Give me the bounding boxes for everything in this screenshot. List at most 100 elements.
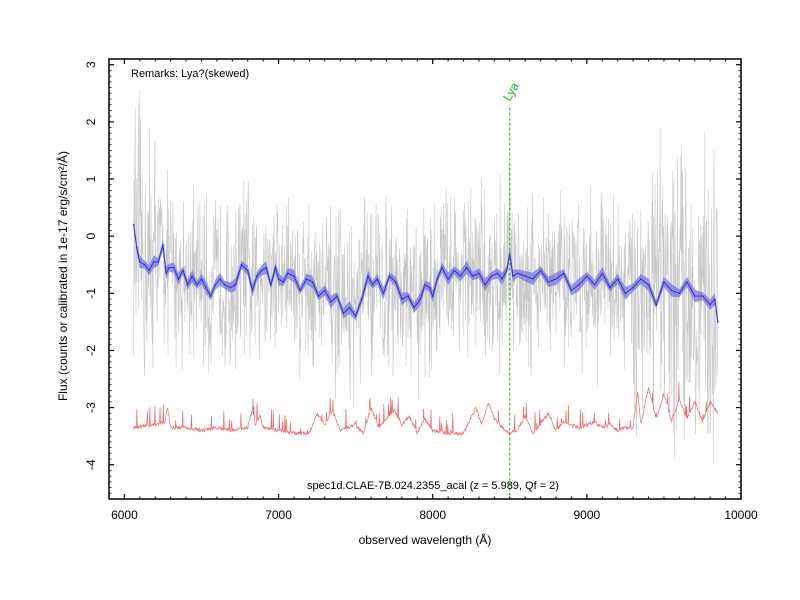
smoothed-flux-point [593, 283, 596, 286]
y-tick-label: -2 [84, 345, 98, 356]
y-axis-title: Flux (counts or calibrated in 1e-17 erg/… [55, 151, 70, 401]
smoothed-flux-point [172, 266, 175, 269]
smoothed-flux-point [601, 272, 604, 275]
raw-flux-series [133, 89, 719, 465]
smoothed-flux-point [186, 283, 189, 286]
smoothed-flux-point [336, 295, 338, 297]
smoothed-flux-point [182, 269, 184, 272]
y-tick-label: -1 [84, 288, 98, 299]
smoothed-flux-point [191, 275, 193, 277]
smoothed-flux-uncertainty [133, 220, 718, 326]
smoothed-flux-point [135, 246, 138, 249]
y-tick-label: 1 [84, 175, 98, 182]
x-tick-label: 10000 [724, 508, 758, 522]
smoothed-flux-point [287, 272, 289, 275]
smoothed-flux-series [132, 223, 719, 323]
smoothed-flux-point [431, 295, 434, 297]
smoothed-flux-point [640, 278, 642, 280]
smoothed-flux-point [209, 295, 212, 297]
smoothed-flux-point [717, 321, 719, 323]
smoothed-flux-point [230, 286, 232, 289]
smoothed-flux-point [447, 278, 449, 280]
smoothed-flux-point [616, 278, 619, 280]
smoothed-flux-point [354, 315, 357, 317]
smoothed-flux-point [562, 272, 565, 275]
smoothed-flux-point [686, 281, 688, 283]
smoothed-flux-point [324, 289, 326, 292]
smoothed-flux-point [388, 275, 391, 277]
smoothed-flux-point [478, 272, 480, 275]
smoothed-flux-point [382, 292, 385, 295]
smoothed-flux-point [516, 272, 519, 275]
smoothed-flux-point [524, 275, 526, 277]
smoothed-flux-point [555, 278, 557, 280]
smoothed-flux-point [532, 278, 534, 280]
smoothed-flux-point [512, 275, 514, 277]
smoothed-flux-point [401, 298, 403, 300]
smoothed-flux-point [299, 289, 301, 292]
smoothed-flux-point [162, 243, 164, 246]
smoothed-flux-point [670, 289, 673, 292]
smoothed-flux-point [265, 266, 268, 269]
smoothed-flux-point [570, 289, 573, 292]
smoothed-flux-point [330, 301, 332, 303]
smoothed-flux-point [311, 281, 314, 283]
smoothed-flux-point [407, 295, 409, 297]
smoothed-flux-point [663, 281, 665, 283]
smoothed-flux-point [270, 283, 272, 286]
smoothed-flux-point [647, 283, 650, 286]
smoothed-flux-point [376, 278, 379, 280]
smoothed-flux-point [678, 292, 681, 295]
smoothed-flux-point [367, 275, 369, 277]
smoothed-flux-point [547, 281, 550, 283]
smoothed-flux-band [133, 220, 718, 326]
smoothed-flux-point [441, 266, 443, 269]
smoothed-flux-point [157, 261, 160, 263]
smoothed-flux-point [148, 269, 150, 272]
smoothed-flux-point [260, 269, 263, 272]
smoothed-flux-point [219, 278, 221, 280]
y-tick-label: -4 [84, 459, 98, 470]
object-annotation: spec1d.CLAE-7B.024.2355_acal (z = 5.989,… [307, 480, 559, 492]
smoothed-flux-point [490, 275, 493, 277]
smoothed-flux-point [348, 306, 351, 309]
axis-ticks: 6000 7000 8000 9000 10000 -4 -3 -2 -1 0 1 2 3 [84, 59, 758, 522]
smoothed-flux-point [632, 286, 634, 289]
error-line [133, 381, 718, 437]
smoothed-flux-point [274, 266, 277, 269]
smoothed-flux-point [293, 275, 295, 277]
lya-marker-label: Lya [500, 80, 522, 104]
y-tick-label: -3 [84, 402, 98, 413]
smoothed-flux-point [132, 223, 135, 226]
smoothed-flux-point [709, 303, 711, 306]
smoothed-flux-point [196, 283, 198, 286]
x-tick-label: 8000 [419, 508, 446, 522]
smoothed-flux-point [459, 275, 462, 277]
smoothed-flux-point [139, 261, 141, 263]
x-tick-label: 9000 [574, 508, 601, 522]
smoothed-flux-point [453, 269, 456, 272]
smoothed-flux-point [505, 269, 508, 272]
smoothed-flux-point [223, 283, 226, 286]
smoothed-flux-point [496, 272, 499, 275]
smoothed-flux-point [394, 281, 397, 283]
smoothed-flux-point [413, 306, 416, 309]
smoothed-flux-point [143, 263, 146, 266]
smoothed-flux-point [205, 286, 207, 289]
x-tick-label: 7000 [265, 508, 292, 522]
smoothed-flux-point [246, 269, 249, 272]
smoothed-flux-point [200, 278, 203, 280]
smoothed-flux-point [501, 278, 503, 280]
smoothed-flux-point [586, 275, 588, 277]
smoothed-flux-point [436, 278, 439, 280]
smoothed-flux-point [282, 281, 285, 283]
smoothed-flux-point [240, 263, 243, 266]
smoothed-flux-point [177, 278, 180, 280]
smoothed-flux-point [256, 275, 258, 277]
smoothed-flux-point [165, 272, 167, 275]
smoothed-flux-point [655, 303, 657, 306]
smoothed-flux-point [578, 283, 580, 286]
y-tick-label: 3 [84, 61, 98, 68]
smoothed-flux-point [539, 269, 542, 272]
